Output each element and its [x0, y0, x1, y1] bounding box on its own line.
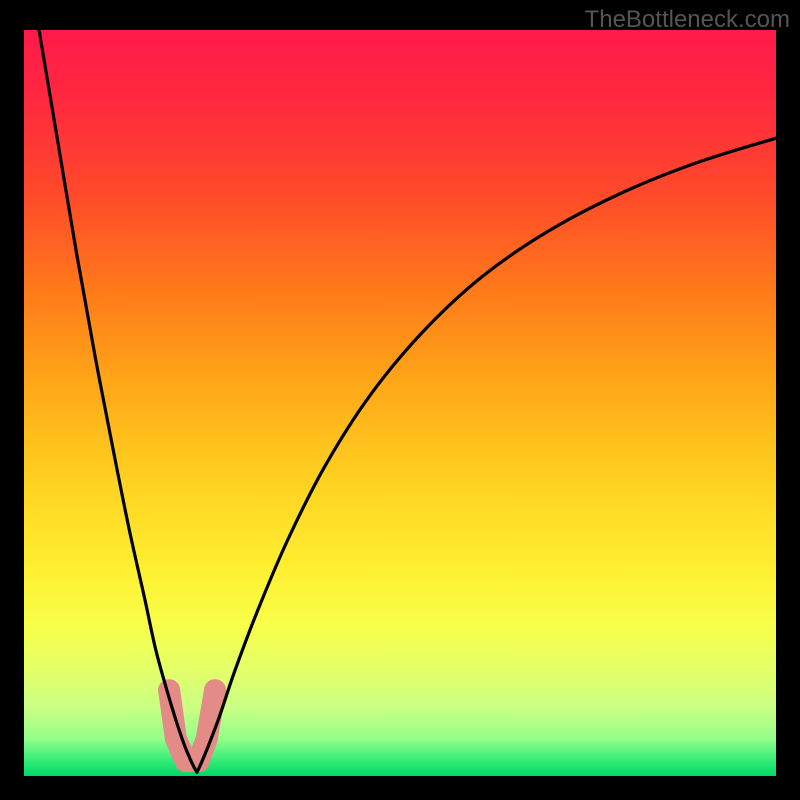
watermark-text: TheBottleneck.com	[585, 6, 790, 34]
valley-marker-dot	[204, 679, 226, 701]
curve-left-branch	[39, 30, 197, 772]
curve-layer	[24, 30, 776, 776]
curve-right-branch	[197, 138, 776, 772]
chart-root: TheBottleneck.com	[0, 0, 800, 800]
plot-area	[24, 30, 776, 776]
